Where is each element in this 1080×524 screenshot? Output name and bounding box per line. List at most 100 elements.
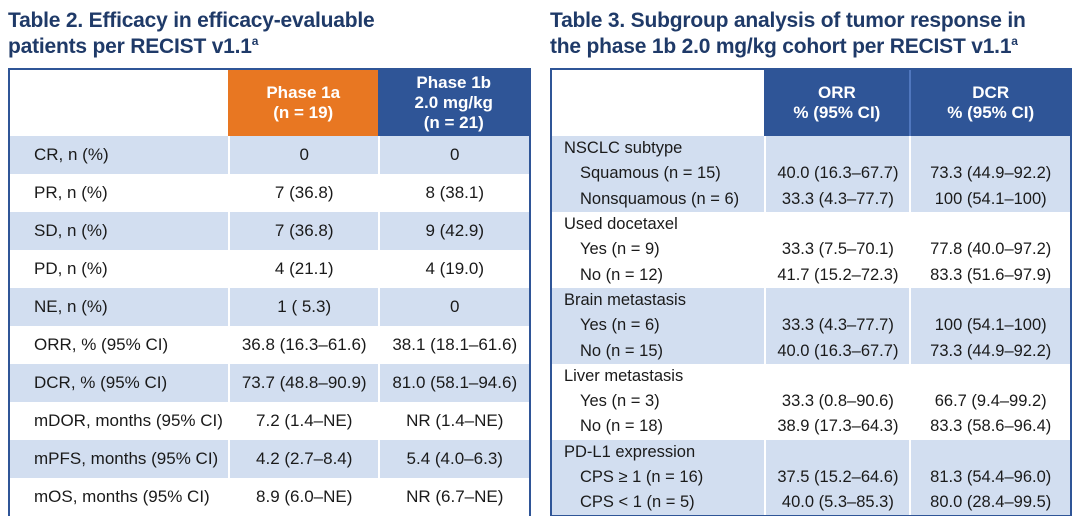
group-label: Brain metastasis (564, 290, 686, 309)
table3-title-line1: Table 3. Subgroup analysis of tumor resp… (550, 9, 1026, 32)
row-label: No (n = 18) (580, 417, 663, 436)
group-header-nsclc-subtype: NSCLC subtype (552, 136, 1070, 162)
phase1a-value: 73.7 (48.8–90.9) (227, 364, 379, 402)
empty-cell (764, 136, 909, 162)
table2-title: Table 2. Efficacy in efficacy-evaluable … (8, 8, 531, 60)
row-label: mOS, months (95% CI) (34, 487, 210, 506)
phase1b-value: NR (6.7–NE) (378, 478, 529, 516)
table-row-sd: SD, n (%) 7 (36.8) 9 (42.9) (10, 212, 529, 250)
group-label: NSCLC subtype (564, 139, 683, 158)
group-header-pdl1-expression: PD-L1 expression (552, 439, 1070, 465)
table-row-mos: mOS, months (95% CI) 8.9 (6.0–NE) NR (6.… (10, 478, 529, 516)
table-row-orr: ORR, % (95% CI) 36.8 (16.3–61.6) 38.1 (1… (10, 326, 529, 364)
row-label: mDOR, months (95% CI) (34, 411, 223, 430)
phase1a-value: 1 ( 5.3) (227, 288, 379, 326)
table-row-cps-lt-1: CPS < 1 (n = 5) 40.0 (5.3–85.3) 80.0 (28… (552, 490, 1070, 516)
row-label: SD, n (%) (34, 221, 108, 240)
row-label: NE, n (%) (34, 297, 108, 316)
table2-panel: Table 2. Efficacy in efficacy-evaluable … (8, 0, 531, 516)
table2-title-footnote-marker: a (251, 34, 259, 48)
table-row-docetaxel-no: No (n = 12) 41.7 (15.2–72.3) 83.3 (51.6–… (552, 262, 1070, 288)
dcr-value: 83.3 (58.6–96.4) (909, 414, 1070, 440)
dcr-value: 73.3 (44.9–92.2) (909, 338, 1070, 364)
dcr-value: 100 (54.1–100) (909, 186, 1070, 212)
phase1b-value: NR (1.4–NE) (378, 402, 529, 440)
empty-cell (909, 439, 1070, 465)
phase1b-value: 8 (38.1) (378, 174, 529, 212)
table3-header-dcr: DCR % (95% CI) (909, 70, 1070, 136)
table-row-brain-no: No (n = 15) 40.0 (16.3–67.7) 73.3 (44.9–… (552, 338, 1070, 364)
phase1a-value: 4 (21.1) (227, 250, 379, 288)
table2-header-phase1b: Phase 1b 2.0 mg/kg (n = 21) (378, 70, 529, 136)
table-row-liver-yes: Yes (n = 3) 33.3 (0.8–90.6) 66.7 (9.4–99… (552, 388, 1070, 415)
phase1b-value: 5.4 (4.0–6.3) (378, 440, 529, 478)
phase1a-value: 7.2 (1.4–NE) (227, 402, 379, 440)
table2-header-phase1a: Phase 1a (n = 19) (227, 70, 379, 136)
orr-value: 40.0 (16.3–67.7) (764, 161, 909, 187)
dcr-value: 77.8 (40.0–97.2) (909, 237, 1070, 263)
phase1a-value: 7 (36.8) (227, 174, 379, 212)
phase1b-value: 0 (378, 136, 529, 174)
table2-title-line2: patients per RECIST v1.1a (8, 34, 259, 58)
empty-cell (909, 287, 1070, 314)
table-row-mpfs: mPFS, months (95% CI) 4.2 (2.7–8.4) 5.4 … (10, 440, 529, 478)
orr-value: 33.3 (4.3–77.7) (764, 186, 909, 212)
row-label: ORR, % (95% CI) (34, 335, 169, 354)
dcr-value: 66.7 (9.4–99.2) (909, 388, 1070, 415)
phase1a-value: 4.2 (2.7–8.4) (227, 440, 379, 478)
table-row-liver-no: No (n = 18) 38.9 (17.3–64.3) 83.3 (58.6–… (552, 414, 1070, 440)
table3-header-orr: ORR % (95% CI) (764, 70, 910, 136)
orr-value: 38.9 (17.3–64.3) (764, 414, 909, 440)
table2-border: Phase 1a (n = 19) Phase 1b 2.0 mg/kg (n … (8, 68, 531, 516)
group-label: Liver metastasis (564, 366, 684, 385)
table-row-docetaxel-yes: Yes (n = 9) 33.3 (7.5–70.1) 77.8 (40.0–9… (552, 237, 1070, 263)
dcr-value: 83.3 (51.6–97.9) (909, 262, 1070, 288)
row-label: Squamous (n = 15) (580, 164, 721, 183)
orr-value: 33.3 (7.5–70.1) (764, 237, 909, 263)
table-row-brain-yes: Yes (n = 6) 33.3 (4.3–77.7) 100 (54.1–10… (552, 313, 1070, 339)
table3-panel: Table 3. Subgroup analysis of tumor resp… (550, 0, 1072, 516)
table2-header-row: Phase 1a (n = 19) Phase 1b 2.0 mg/kg (n … (10, 70, 529, 136)
group-header-brain-metastasis: Brain metastasis (552, 287, 1070, 314)
table3-border: ORR % (95% CI) DCR % (95% CI) NSCLC subt… (550, 68, 1072, 516)
table2-header-blank-cell (10, 70, 228, 136)
phase1b-value: 38.1 (18.1–61.6) (378, 326, 529, 364)
row-label: PD, n (%) (34, 259, 108, 278)
table-row-ne: NE, n (%) 1 ( 5.3) 0 (10, 288, 529, 326)
dcr-value: 81.3 (54.4–96.0) (909, 464, 1070, 491)
table-row-dcr: DCR, % (95% CI) 73.7 (48.8–90.9) 81.0 (5… (10, 364, 529, 402)
table-row-pd: PD, n (%) 4 (21.1) 4 (19.0) (10, 250, 529, 288)
row-label: Nonsquamous (n = 6) (580, 189, 740, 208)
dcr-value: 73.3 (44.9–92.2) (909, 161, 1070, 187)
table3-title-footnote-marker: a (1011, 34, 1018, 48)
row-label: No (n = 15) (580, 341, 663, 360)
phase1b-value: 4 (19.0) (378, 250, 529, 288)
row-label: CR, n (%) (34, 145, 109, 164)
table-row-cps-ge-1: CPS ≥ 1 (n = 16) 37.5 (15.2–64.6) 81.3 (… (552, 464, 1070, 491)
orr-value: 40.0 (16.3–67.7) (764, 338, 909, 364)
phase1a-value: 7 (36.8) (227, 212, 379, 250)
empty-cell (764, 439, 909, 465)
empty-cell (764, 211, 909, 238)
orr-value: 37.5 (15.2–64.6) (764, 464, 909, 491)
empty-cell (909, 363, 1070, 389)
row-label: Yes (n = 3) (580, 392, 660, 411)
table-row-nonsquamous: Nonsquamous (n = 6) 33.3 (4.3–77.7) 100 … (552, 186, 1070, 212)
phase1b-value: 81.0 (58.1–94.6) (378, 364, 529, 402)
empty-cell (909, 136, 1070, 162)
orr-value: 33.3 (0.8–90.6) (764, 388, 909, 415)
table3-title: Table 3. Subgroup analysis of tumor resp… (550, 8, 1072, 60)
empty-cell (909, 211, 1070, 238)
empty-cell (764, 287, 909, 314)
row-label: No (n = 12) (580, 265, 663, 284)
phase1b-value: 0 (378, 288, 529, 326)
group-label: Used docetaxel (564, 215, 678, 234)
dcr-value: 80.0 (28.4–99.5) (909, 490, 1070, 516)
table2-title-line1: Table 2. Efficacy in efficacy-evaluable (8, 9, 375, 32)
phase1a-value: 0 (227, 136, 379, 174)
table2: Phase 1a (n = 19) Phase 1b 2.0 mg/kg (n … (10, 70, 529, 516)
group-label: PD-L1 expression (564, 442, 696, 461)
orr-value: 40.0 (5.3–85.3) (764, 490, 909, 516)
table3-title-line2: the phase 1b 2.0 mg/kg cohort per RECIST… (550, 34, 1018, 58)
group-header-liver-metastasis: Liver metastasis (552, 363, 1070, 389)
